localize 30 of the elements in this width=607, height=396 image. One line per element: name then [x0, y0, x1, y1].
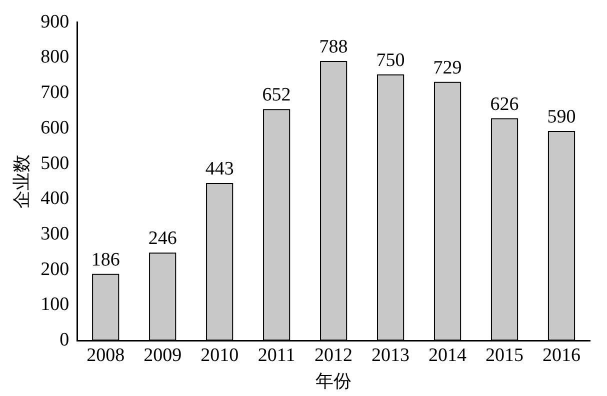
- y-tick-label: 500: [40, 152, 70, 174]
- y-tick-label: 200: [40, 258, 70, 280]
- data-label: 590: [547, 106, 576, 128]
- y-tick-label: 700: [40, 82, 70, 104]
- data-label: 246: [148, 228, 177, 250]
- data-label: 186: [91, 249, 120, 270]
- x-tick-label: 2008: [86, 344, 125, 366]
- data-label: 729: [433, 57, 462, 78]
- y-tick-label: 800: [40, 46, 70, 68]
- y-tick-label: 900: [40, 11, 70, 32]
- x-axis-title: 年份: [316, 370, 352, 391]
- data-label: 652: [262, 84, 291, 106]
- x-tick-label: 2009: [144, 344, 182, 366]
- x-tick-label: 2010: [200, 344, 239, 366]
- y-tick-label: 100: [40, 294, 70, 316]
- y-tick-label: 600: [40, 117, 70, 138]
- data-label: 443: [205, 158, 234, 180]
- x-tick-label: 2012: [314, 344, 353, 366]
- y-tick-label: 300: [40, 224, 70, 245]
- data-label: 788: [319, 36, 348, 58]
- x-tick-label: 2015: [486, 344, 524, 366]
- y-axis-title: 企业数: [12, 154, 32, 208]
- y-tick-label: 0: [60, 330, 70, 351]
- data-label: 750: [376, 50, 405, 71]
- x-tick-label: 2016: [542, 344, 581, 366]
- x-tick-label: 2014: [428, 344, 468, 366]
- x-tick-label: 2011: [258, 344, 296, 366]
- y-tick-label: 400: [40, 188, 70, 210]
- x-tick-label: 2013: [372, 344, 410, 366]
- data-label: 626: [490, 94, 519, 115]
